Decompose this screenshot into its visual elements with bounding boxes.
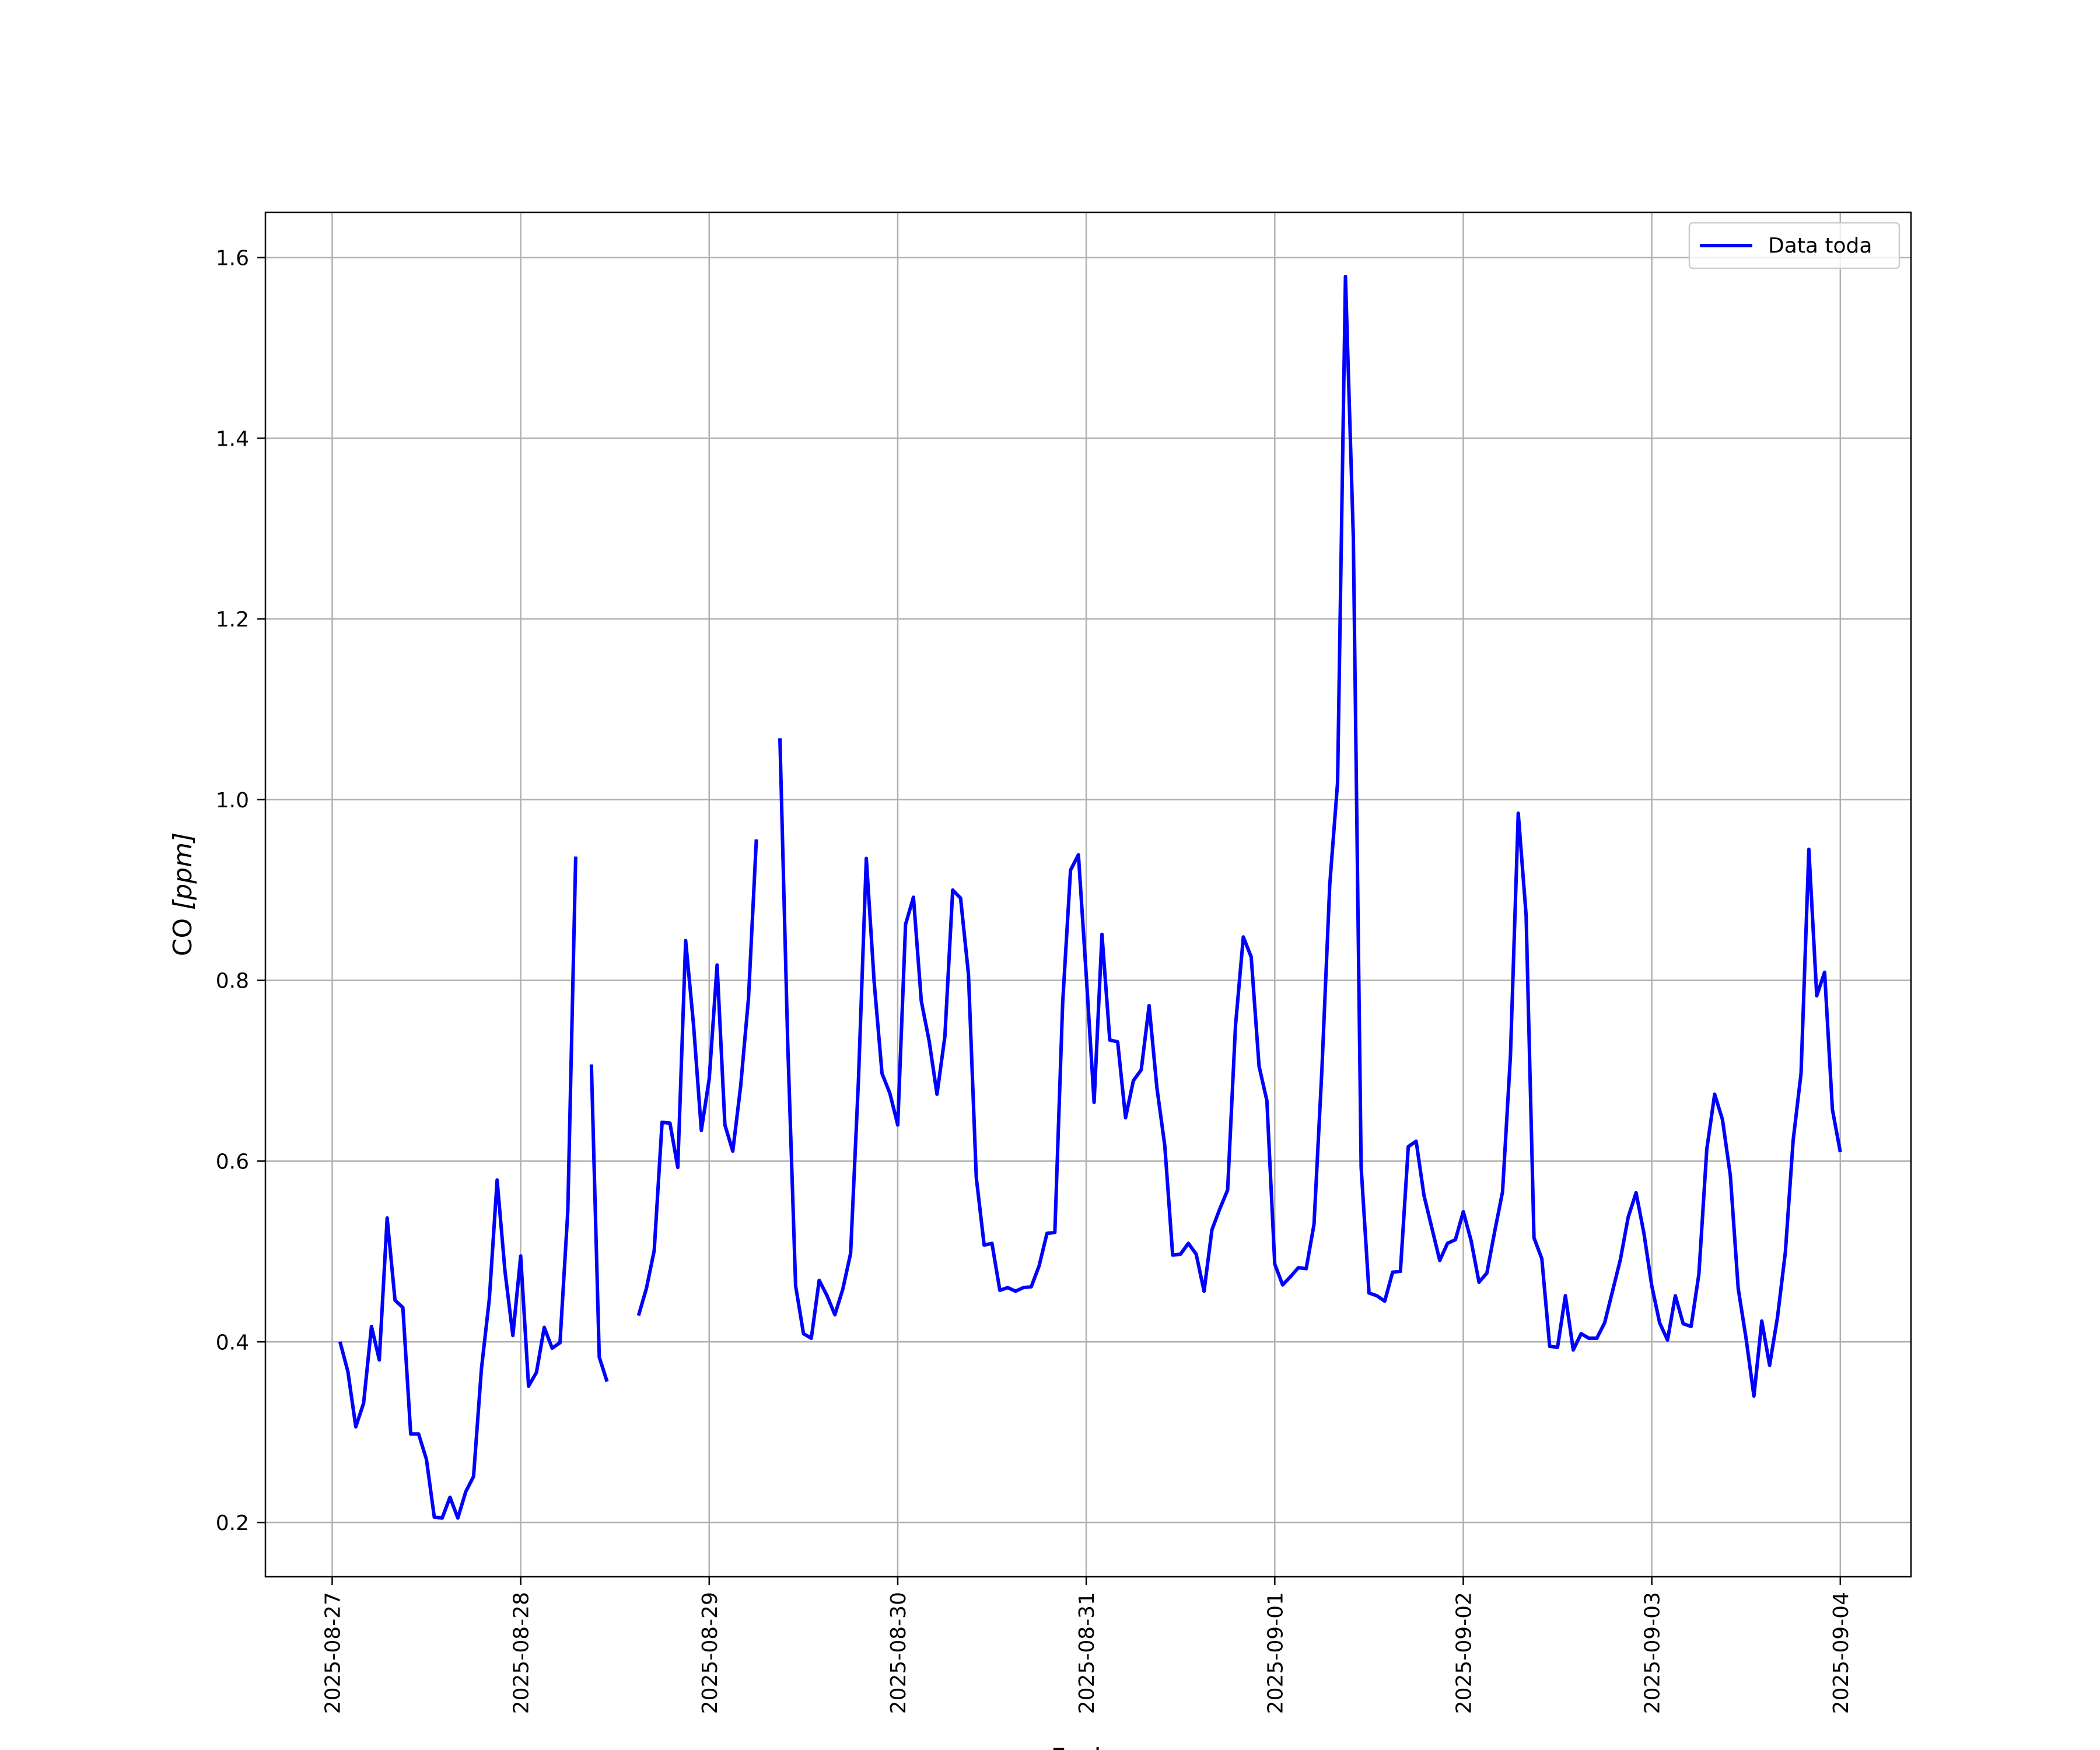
y-tick-label: 0.4	[216, 1331, 249, 1354]
legend-box	[1688, 222, 1901, 270]
x-tick-label: 2025-08-27	[321, 1592, 345, 1714]
legend-label-data-toda: Data toda	[1768, 234, 1872, 258]
y-axis-title: CO [ppm]	[168, 832, 198, 956]
series-layer	[338, 275, 1842, 1520]
x-tick-label: 2025-09-01	[1264, 1592, 1287, 1714]
plot-frame	[264, 211, 1912, 1578]
y-axis-title-main: CO	[168, 910, 198, 956]
x-tick-label: 2025-08-29	[698, 1592, 722, 1714]
x-tick-label: 2025-08-30	[887, 1592, 911, 1714]
x-tick-label: 2025-09-02	[1452, 1592, 1476, 1714]
x-tick-label: 2025-08-31	[1075, 1592, 1099, 1714]
x-tick-label: 2025-08-28	[510, 1592, 534, 1714]
y-tick-label: 1.2	[216, 608, 249, 632]
x-tick-label: 2025-09-04	[1829, 1592, 1853, 1714]
y-tick-label: 1.0	[216, 789, 249, 813]
y-tick-label: 1.4	[216, 427, 249, 451]
y-tick-label: 0.6	[216, 1150, 249, 1174]
y-axis: 0.2 0.4 0.6 0.8 1.0 1.2 1.4 1.6	[216, 246, 265, 1535]
x-axis: 2025-08-27 2025-08-28 2025-08-29 2025-08-30…	[321, 1577, 1853, 1714]
legend: Data toda	[1688, 222, 1901, 270]
y-tick-label: 0.2	[216, 1511, 249, 1535]
plot-area	[265, 212, 1911, 1577]
x-tick-label: 2025-09-03	[1641, 1592, 1665, 1714]
series-line-data-toda	[338, 275, 1842, 1520]
grid	[265, 212, 1911, 1577]
x-axis-title: Fecha	[1051, 1743, 1126, 1750]
y-tick-label: 0.8	[216, 970, 249, 993]
y-axis-title-unit: [ppm]	[168, 832, 198, 910]
y-tick-label: 1.6	[216, 246, 249, 270]
